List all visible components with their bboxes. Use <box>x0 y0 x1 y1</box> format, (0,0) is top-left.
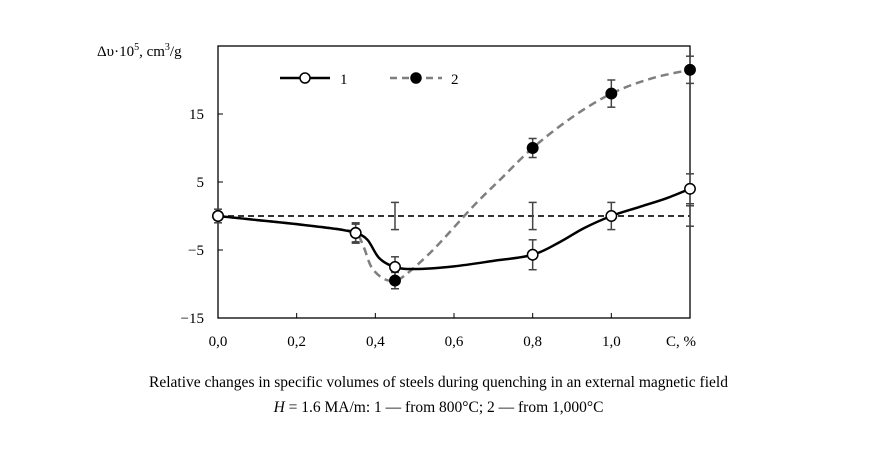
x-tick-label-5: 1,0 <box>602 334 621 350</box>
legend-entry-1: 1 <box>280 72 348 88</box>
series-1-point-0 <box>212 210 224 222</box>
y-tick-label-1: −5 <box>188 243 204 259</box>
series-2-ref-error-bar-1 <box>528 201 537 231</box>
series-1-markers <box>212 182 696 273</box>
x-axis-label: C, % <box>666 334 696 350</box>
series-2-point-5 <box>684 63 696 76</box>
series-2 <box>217 55 694 290</box>
caption-variable-h: H <box>273 399 285 416</box>
chart: 0,0 0,2 0,4 0,6 0,8 1,0 −15 −5 5 15 Δυ·105, cm3/g… <box>97 42 696 350</box>
y-tick-label-2: 5 <box>197 175 205 191</box>
series-1-point-1 <box>349 227 362 239</box>
x-tick-label-3: 0,6 <box>445 334 464 350</box>
series-2-point-2 <box>389 274 401 287</box>
caption-line-2: H = 1.6 MA/m: 1 — from 800°C; 2 — from 1… <box>0 399 877 417</box>
series-1-point-2 <box>389 261 401 273</box>
series-2-point-3 <box>526 142 539 154</box>
x-tick-label-4: 0,8 <box>523 334 542 350</box>
axis-ticks: 0,0 0,2 0,4 0,6 0,8 1,0 −15 −5 5 15 <box>181 107 621 350</box>
legend-entry-2: 2 <box>390 72 459 88</box>
legend-label-1: 1 <box>340 72 348 88</box>
y-tick-label-3: 15 <box>189 107 204 123</box>
legend: 1 2 <box>280 72 459 88</box>
series-2-point-4 <box>605 87 618 100</box>
legend-label-2: 2 <box>451 72 459 88</box>
legend-marker-2 <box>410 72 422 84</box>
y-tick-label-0: −15 <box>181 311 204 327</box>
series-1-point-5 <box>684 182 696 195</box>
caption-line-1: Relative changes in specific volumes of … <box>149 374 728 391</box>
series-2-ref-error-bar-2 <box>686 205 694 227</box>
x-tick-label-0: 0,0 <box>209 334 228 350</box>
series-1-point-3 <box>526 248 539 261</box>
series-2-ref-error-bar-0 <box>391 201 399 231</box>
plot-area: 0,0 0,2 0,4 0,6 0,8 1,0 −15 −5 5 15 <box>181 45 696 350</box>
x-tick-label-2: 0,4 <box>366 334 385 350</box>
y-axis-label: Δυ·105, cm3/g <box>97 42 182 60</box>
x-tick-label-1: 0,2 <box>287 334 306 350</box>
legend-marker-1 <box>299 72 311 84</box>
series-1-line <box>217 187 691 271</box>
series-2-line <box>217 68 691 283</box>
caption-line-2-text: = 1.6 MA/m: 1 — from 800°C; 2 — from 1,0… <box>284 399 604 416</box>
series-1-point-4 <box>605 210 618 222</box>
series-2-markers <box>212 63 696 287</box>
series-layer <box>212 55 696 290</box>
